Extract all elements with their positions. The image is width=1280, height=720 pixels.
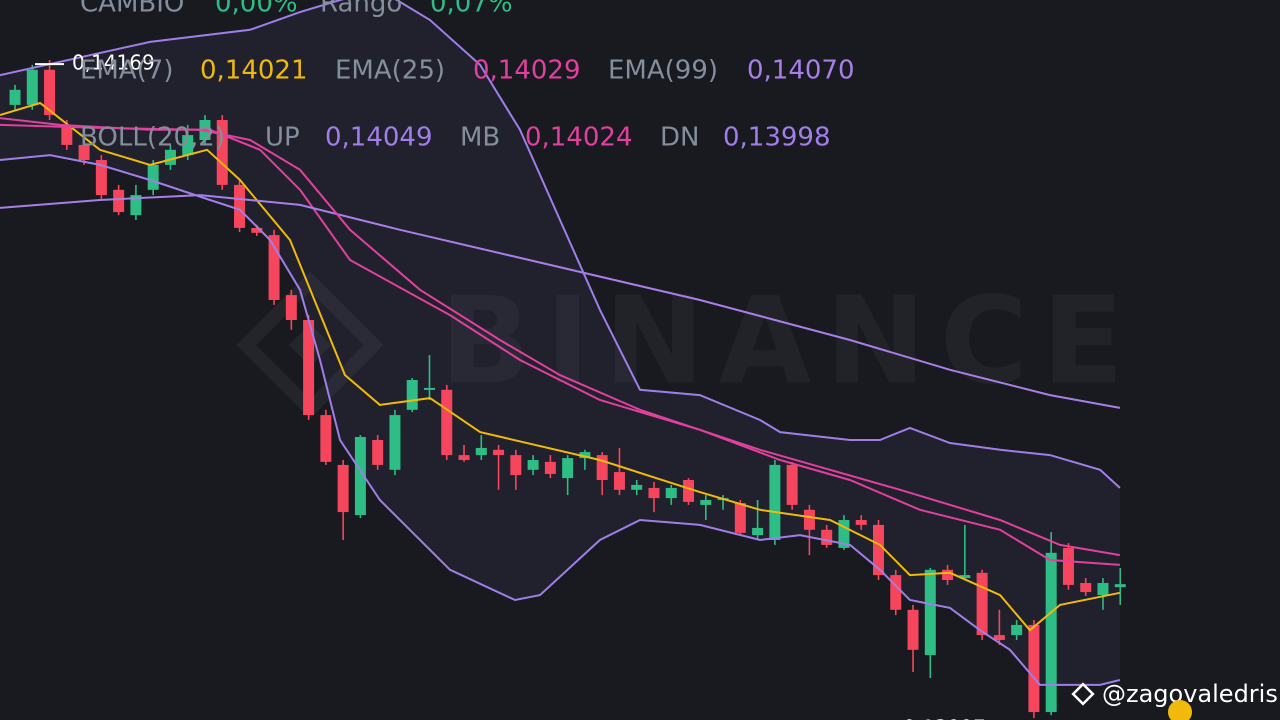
candle-body (441, 389, 453, 456)
candle-body (613, 472, 625, 490)
candle-body (769, 464, 781, 540)
candle-body (389, 415, 401, 470)
legend-name: UP (265, 123, 300, 153)
candle-body (1062, 547, 1074, 585)
candle-body (838, 520, 850, 548)
candle-body (579, 452, 591, 459)
legend-value: 0,14070 (747, 56, 855, 86)
legend-value: 0,14024 (525, 123, 633, 153)
legend-name: DN (660, 123, 699, 153)
candle-body (821, 529, 833, 545)
candle-body (182, 135, 194, 156)
candle-body (648, 487, 660, 499)
candle-body (268, 235, 280, 300)
candle-body (78, 144, 90, 160)
legend-value: 0,13998 (723, 123, 831, 153)
candle-body (320, 415, 332, 462)
candle-body (1114, 584, 1126, 588)
indicator-line (0, 0, 1121, 489)
plot: 0,14169 0,13997 (0, 0, 1126, 720)
candle-body (423, 387, 435, 390)
boll-band (0, 0, 1120, 685)
user-badge: @zagovaledris (1071, 680, 1278, 720)
candle-body (285, 295, 297, 320)
change-label: CAMBIO (80, 0, 184, 19)
candle-body (216, 120, 228, 185)
candle-body (234, 184, 246, 228)
legend-value: 0,14021 (200, 56, 308, 86)
candle-body (872, 524, 884, 576)
legend-name: EMA(25) (335, 56, 445, 86)
candle-body (372, 440, 384, 465)
candle-body (976, 572, 988, 636)
candle-body (26, 69, 38, 105)
range-label: Rango (320, 0, 402, 19)
candle-body (1080, 583, 1092, 593)
cursor-dot (1168, 700, 1192, 720)
candle-body (510, 455, 522, 476)
min-marker-label: 0,13997 (903, 716, 986, 720)
candle-body (752, 527, 764, 536)
candle-body (993, 635, 1005, 640)
candle-body (683, 480, 695, 502)
indicator-line (0, 154, 1121, 686)
candle-body (251, 227, 263, 233)
candle-body (907, 609, 919, 650)
candle-body (855, 520, 867, 525)
indicator-line (0, 123, 1121, 557)
candle-body (458, 455, 470, 460)
candle-body (354, 436, 366, 516)
legend-value: 0,14029 (473, 56, 581, 86)
candle-body (95, 160, 107, 196)
legend-name: EMA(7) (80, 56, 173, 86)
candle-body (942, 569, 954, 580)
user-handle: @zagovaledris (1102, 680, 1278, 708)
watermark: BINANCE (236, 271, 1138, 419)
indicator-line (0, 101, 1121, 632)
candle-body (665, 487, 677, 499)
candle-body (924, 569, 936, 656)
candle-body (786, 464, 798, 505)
indicator-line (0, 194, 1121, 409)
candle-body (803, 509, 815, 530)
candle-body (303, 320, 315, 416)
max-marker-label: 0,14169 (72, 51, 155, 75)
candle-body (44, 69, 56, 116)
range-value: 0,07% (430, 0, 513, 19)
candle-body (406, 380, 418, 410)
legend-name: MB (460, 123, 500, 153)
candle-body (631, 484, 643, 490)
candle-body (959, 575, 971, 579)
candle-body (1028, 624, 1040, 713)
candle-body (9, 89, 21, 105)
candle-body (544, 461, 556, 474)
legend-value: 0,14049 (325, 123, 433, 153)
candle-body (1097, 583, 1109, 596)
candle-body (596, 455, 608, 480)
boll-label: BOLL(20,2) (80, 123, 225, 153)
candle-body (562, 458, 574, 479)
candle-body (1011, 624, 1023, 636)
candle-body (337, 464, 349, 513)
candle-body (164, 149, 176, 165)
candle-body (493, 449, 505, 456)
candle-body (1045, 552, 1057, 713)
watermark-text: BINANCE (440, 273, 1138, 412)
legend-name: EMA(99) (608, 56, 718, 86)
change-value: 0,00% (215, 0, 298, 19)
candle-body (147, 164, 159, 190)
legend: CAMBIO 0,00% Rango 0,07% EMA(7) 0,14021 … (80, 0, 855, 153)
candle-body (527, 460, 539, 470)
candle-body (113, 189, 125, 213)
candle-body (475, 447, 487, 456)
user-icon (1071, 682, 1095, 706)
candle-body (734, 503, 746, 533)
candle-body (130, 195, 142, 216)
candle-body (61, 124, 73, 145)
candle-body (890, 575, 902, 610)
candle-body (700, 500, 712, 505)
